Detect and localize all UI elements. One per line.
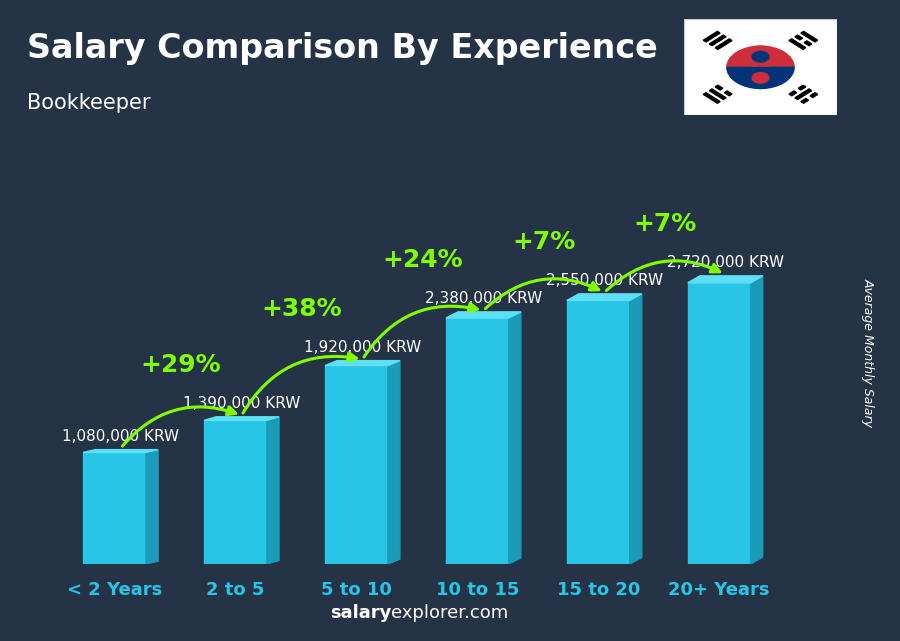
Text: 1,080,000 KRW: 1,080,000 KRW: [62, 429, 179, 444]
Text: +38%: +38%: [262, 297, 342, 321]
Polygon shape: [716, 85, 723, 90]
Polygon shape: [751, 276, 762, 564]
Polygon shape: [795, 89, 812, 99]
Text: 2,380,000 KRW: 2,380,000 KRW: [425, 291, 542, 306]
Polygon shape: [789, 91, 796, 96]
Polygon shape: [801, 99, 808, 103]
Wedge shape: [727, 46, 794, 67]
Text: 1,920,000 KRW: 1,920,000 KRW: [304, 340, 421, 355]
Text: 2,720,000 KRW: 2,720,000 KRW: [667, 255, 784, 271]
Bar: [204, 420, 267, 564]
Polygon shape: [703, 93, 720, 103]
Text: 1,390,000 KRW: 1,390,000 KRW: [183, 396, 301, 411]
Polygon shape: [789, 39, 806, 49]
Bar: [688, 283, 751, 564]
Polygon shape: [446, 312, 521, 318]
Bar: [83, 453, 146, 564]
Text: +29%: +29%: [140, 353, 221, 378]
Text: +7%: +7%: [512, 231, 575, 254]
Wedge shape: [727, 67, 794, 88]
Polygon shape: [724, 91, 732, 96]
Polygon shape: [688, 276, 762, 283]
Bar: [325, 365, 388, 564]
Text: Average Monthly Salary: Average Monthly Salary: [862, 278, 875, 427]
Text: 2,550,000 KRW: 2,550,000 KRW: [545, 273, 663, 288]
Polygon shape: [810, 93, 818, 97]
Circle shape: [743, 46, 778, 67]
Polygon shape: [716, 39, 732, 49]
Polygon shape: [267, 417, 279, 564]
Polygon shape: [795, 35, 803, 40]
Polygon shape: [709, 35, 726, 46]
Text: salary: salary: [330, 604, 392, 622]
Circle shape: [752, 51, 769, 62]
Text: +7%: +7%: [633, 212, 697, 237]
Polygon shape: [204, 417, 279, 420]
Polygon shape: [388, 361, 400, 564]
Polygon shape: [798, 85, 806, 90]
Text: explorer.com: explorer.com: [392, 604, 508, 622]
Circle shape: [743, 67, 778, 88]
Bar: [567, 301, 630, 564]
Text: +24%: +24%: [382, 249, 464, 272]
Polygon shape: [805, 41, 812, 46]
Polygon shape: [325, 361, 400, 365]
Polygon shape: [83, 449, 158, 453]
Polygon shape: [801, 31, 818, 42]
Text: Bookkeeper: Bookkeeper: [27, 93, 150, 113]
Polygon shape: [146, 449, 158, 564]
Polygon shape: [709, 89, 726, 99]
Text: Salary Comparison By Experience: Salary Comparison By Experience: [27, 32, 658, 65]
Polygon shape: [630, 294, 642, 564]
Circle shape: [752, 72, 769, 83]
Polygon shape: [703, 31, 720, 42]
Bar: [446, 318, 508, 564]
Polygon shape: [567, 294, 642, 301]
Polygon shape: [508, 312, 521, 564]
